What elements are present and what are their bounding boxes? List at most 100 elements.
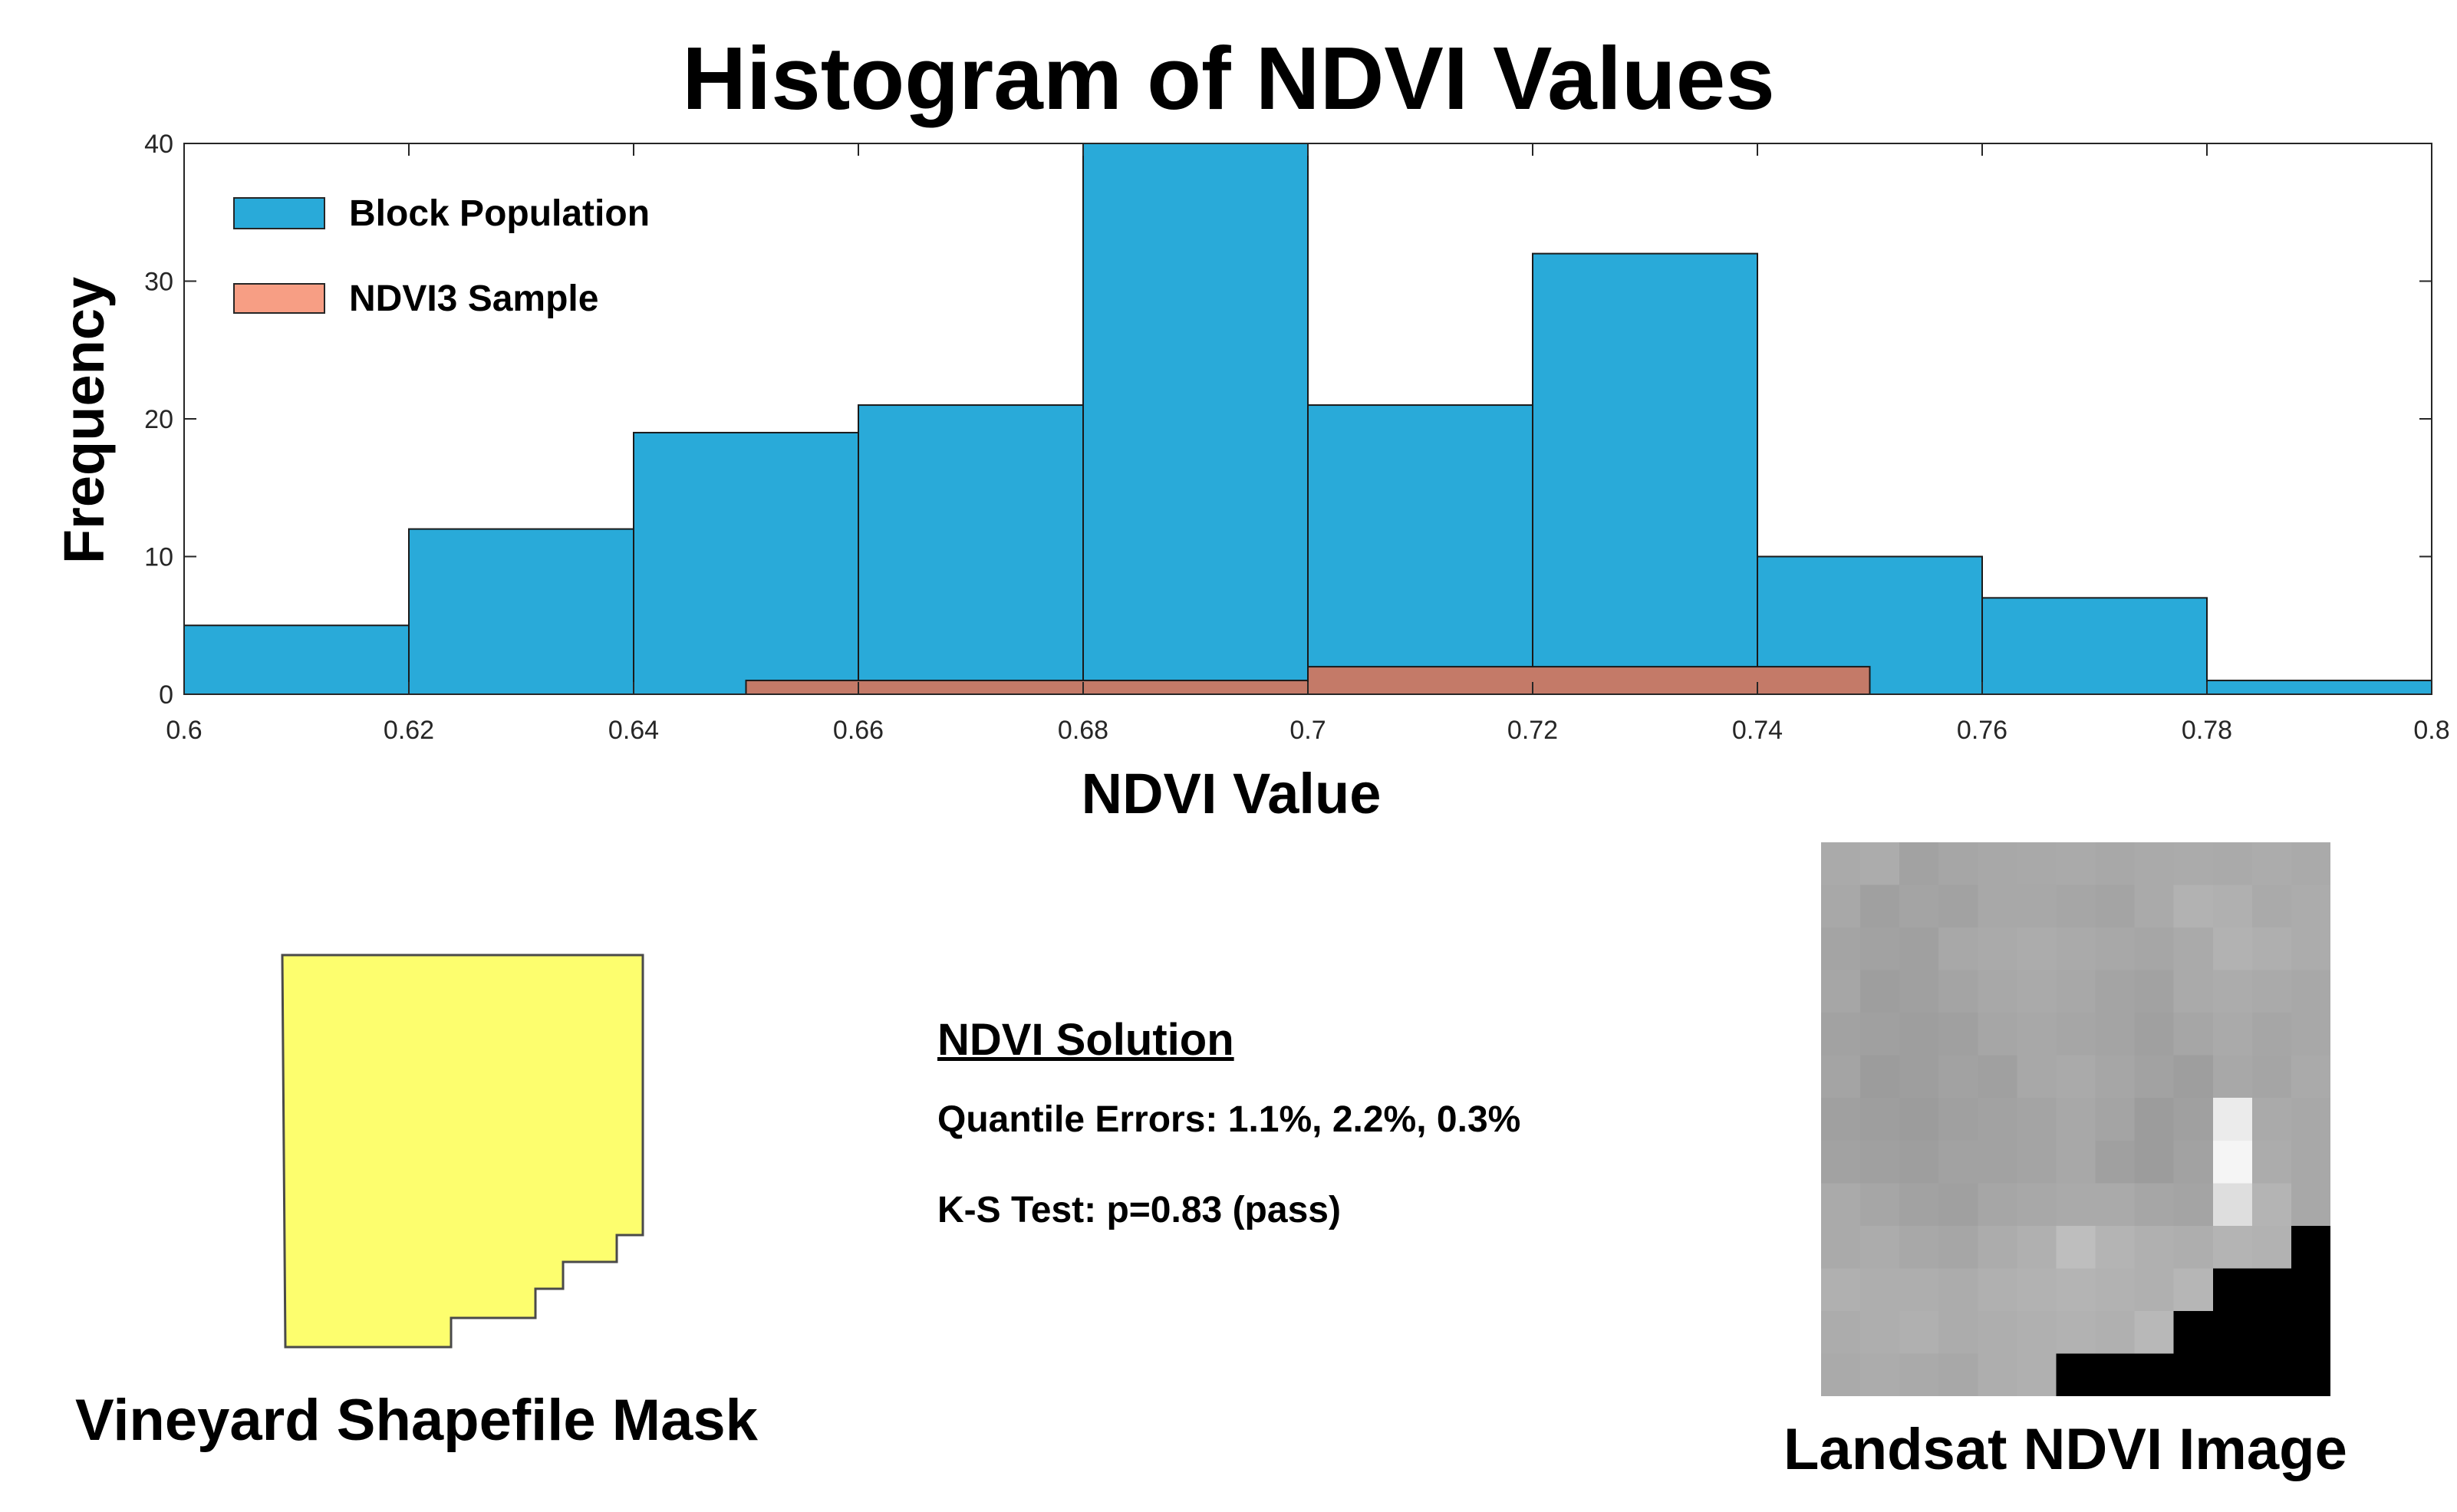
landsat-pixel xyxy=(2095,1055,2136,1099)
landsat-pixel xyxy=(2134,884,2175,929)
landsat-pixel xyxy=(1899,884,1940,929)
landsat-pixel xyxy=(2251,970,2292,1014)
bar-block-population-0 xyxy=(183,624,410,695)
landsat-pixel xyxy=(2291,1055,2330,1099)
landsat-pixel xyxy=(1938,842,1979,886)
landsat-pixel xyxy=(1821,884,1862,929)
landsat-pixel xyxy=(1860,884,1901,929)
landsat-pixel xyxy=(2212,884,2253,929)
bar-block-population-5 xyxy=(1307,404,1533,695)
landsat-pixel xyxy=(2251,1140,2292,1184)
landsat-pixel xyxy=(2095,1353,2136,1396)
landsat-pixel xyxy=(2251,884,2292,929)
landsat-pixel xyxy=(1978,1225,2018,1270)
landsat-pixel xyxy=(2134,970,2175,1014)
landsat-pixel xyxy=(2291,1013,2330,1056)
x-axis-label: NDVI Value xyxy=(1082,762,1382,825)
landsat-pixel xyxy=(2134,1225,2175,1270)
bar-block-population-3 xyxy=(858,404,1084,695)
landsat-pixel xyxy=(2291,927,2330,971)
landsat-pixel xyxy=(2251,1310,2292,1355)
landsat-pixel xyxy=(1860,1310,1901,1355)
legend-swatch-ndvi3-sample xyxy=(233,283,325,314)
landsat-pixel xyxy=(2056,1013,2096,1056)
y-tick-label: 40 xyxy=(144,130,173,159)
landsat-pixel xyxy=(1938,1098,1979,1141)
landsat-pixel xyxy=(1899,1013,1940,1056)
landsat-pixel xyxy=(1821,1268,1862,1313)
landsat-pixel xyxy=(1899,1268,1940,1313)
landsat-pixel xyxy=(2291,1140,2330,1184)
ks-test-text: K-S Test: p=0.83 (pass) xyxy=(937,1190,1341,1230)
x-tick-label: 0.62 xyxy=(384,716,434,745)
landsat-pixel xyxy=(2134,842,2175,886)
bar-block-population-1 xyxy=(408,528,634,695)
landsat-pixel xyxy=(2056,1098,2096,1141)
landsat-pixel xyxy=(1938,1268,1979,1313)
landsat-pixel xyxy=(2017,842,2057,886)
landsat-pixel xyxy=(1860,1013,1901,1056)
landsat-pixel xyxy=(2017,1013,2057,1056)
chart-title: Histogram of NDVI Values xyxy=(682,28,1775,128)
landsat-pixel xyxy=(2291,1268,2330,1313)
landsat-pixel xyxy=(2212,1183,2253,1227)
landsat-pixel xyxy=(1821,1098,1862,1141)
landsat-pixel xyxy=(2056,1183,2096,1227)
axis-ticks: 0.6 0.62 0.64 0.66 0.68 0.7 0.72 0.74 0.76 0.78 0.… xyxy=(144,130,2449,745)
landsat-pixel xyxy=(2212,1353,2253,1396)
landsat-pixel xyxy=(2134,1353,2175,1396)
landsat-pixel xyxy=(2173,1268,2214,1313)
landsat-pixel xyxy=(2095,1013,2136,1056)
landsat-pixel xyxy=(1821,927,1862,971)
landsat-pixel xyxy=(2017,927,2057,971)
bar-block-population-9 xyxy=(2206,680,2432,695)
landsat-pixel xyxy=(1938,1353,1979,1396)
landsat-pixel xyxy=(1899,1098,1940,1141)
y-tick-label: 30 xyxy=(144,268,173,297)
landsat-pixel xyxy=(2056,1268,2096,1313)
landsat-pixel xyxy=(2095,1310,2136,1355)
landsat-pixel xyxy=(2251,1183,2292,1227)
landsat-pixel xyxy=(1821,1055,1862,1099)
landsat-pixel xyxy=(2251,927,2292,971)
landsat-pixel xyxy=(2212,970,2253,1014)
landsat-pixel xyxy=(1938,1013,1979,1056)
landsat-pixel xyxy=(2291,1353,2330,1396)
landsat-pixel xyxy=(1899,1183,1940,1227)
landsat-pixel xyxy=(1860,1055,1901,1099)
landsat-pixel xyxy=(1860,1098,1901,1141)
landsat-pixel xyxy=(1899,1140,1940,1184)
landsat-pixel xyxy=(2173,1055,2214,1099)
landsat-pixel xyxy=(2291,1225,2330,1270)
bar-block-population-8 xyxy=(1981,597,2208,695)
landsat-pixel xyxy=(2056,884,2096,929)
landsat-pixel xyxy=(2056,1353,2096,1396)
landsat-pixel xyxy=(2212,1225,2253,1270)
landsat-pixel xyxy=(1860,842,1901,886)
legend-swatch-block-population xyxy=(233,197,325,229)
landsat-pixel xyxy=(1978,927,2018,971)
landsat-pixel xyxy=(2251,842,2292,886)
x-tick-label: 0.78 xyxy=(2182,716,2232,745)
landsat-pixel xyxy=(1938,1140,1979,1184)
landsat-pixel xyxy=(1821,970,1862,1014)
landsat-pixel xyxy=(1821,1310,1862,1355)
landsat-pixel xyxy=(2251,1055,2292,1099)
landsat-pixel xyxy=(1860,1183,1901,1227)
landsat-pixel xyxy=(1899,1310,1940,1355)
landsat-pixel xyxy=(2291,884,2330,929)
landsat-caption: Landsat NDVI Image xyxy=(1783,1417,2347,1482)
landsat-pixel xyxy=(1860,927,1901,971)
landsat-pixel xyxy=(1860,1225,1901,1270)
landsat-pixel xyxy=(1938,1310,1979,1355)
landsat-pixel xyxy=(2291,970,2330,1014)
landsat-pixel xyxy=(1899,970,1940,1014)
x-tick-label: 0.68 xyxy=(1058,716,1108,745)
landsat-pixel xyxy=(2134,1140,2175,1184)
landsat-pixel xyxy=(1978,1055,2018,1099)
landsat-pixel xyxy=(2134,1183,2175,1227)
landsat-pixel xyxy=(1978,884,2018,929)
landsat-pixel xyxy=(2291,1183,2330,1227)
vineyard-mask-polygon xyxy=(281,954,644,1349)
